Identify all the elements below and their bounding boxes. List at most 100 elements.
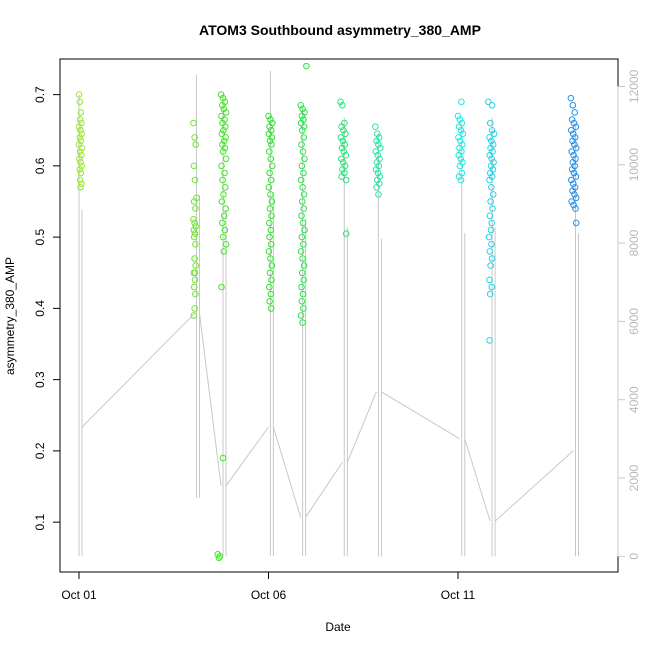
point-8-3 <box>488 127 496 134</box>
y-tick-label: 0.3 <box>33 371 47 388</box>
point-4-22 <box>298 233 306 241</box>
y2-tick-label: 12000 <box>627 69 641 103</box>
point-3-14 <box>265 184 273 191</box>
point-0-3 <box>76 116 84 123</box>
y-tick-label: 0.5 <box>33 228 47 245</box>
point-7-18 <box>458 98 465 106</box>
point-7-11 <box>455 151 463 159</box>
point-4-6 <box>300 123 308 130</box>
point-0-6 <box>77 127 84 134</box>
point-4-21 <box>301 226 308 234</box>
point-1-19 <box>190 283 198 291</box>
point-0-17 <box>76 166 84 173</box>
point-8-31 <box>488 283 496 291</box>
point-9-10 <box>571 141 578 148</box>
point-3-25 <box>268 262 276 269</box>
point-6-7 <box>374 151 382 159</box>
point-2-7 <box>221 116 228 123</box>
point-4-15 <box>299 184 306 191</box>
point-8-30 <box>486 276 493 284</box>
point-8-10 <box>486 151 494 159</box>
point-1-11 <box>190 226 198 234</box>
point-1-6 <box>190 198 198 205</box>
point-4-24 <box>297 248 305 255</box>
secondary-connector-5 <box>346 391 377 463</box>
point-3-31 <box>267 305 275 312</box>
point-6-11 <box>372 166 380 173</box>
point-6-14 <box>374 176 381 184</box>
point-8-0 <box>485 98 492 106</box>
point-8-21 <box>489 205 496 212</box>
point-7-16 <box>455 173 463 180</box>
point-3-16 <box>268 198 276 205</box>
point-8-28 <box>488 255 496 262</box>
point-0-8 <box>76 134 84 141</box>
point-5-15 <box>339 166 346 173</box>
point-3-17 <box>266 205 274 212</box>
point-3-10 <box>267 155 275 163</box>
point-9-2 <box>571 109 579 116</box>
point-7-6 <box>455 134 462 141</box>
point-6-0 <box>372 123 379 130</box>
point-0-5 <box>75 123 83 130</box>
point-3-6 <box>268 134 276 141</box>
y2-tick-label: 6000 <box>627 308 641 335</box>
secondary-connector-2 <box>225 426 269 487</box>
y-tick-label: 0.4 <box>33 300 47 317</box>
point-4-30 <box>299 290 307 298</box>
secondary-connector-1 <box>198 313 222 486</box>
point-8-29 <box>487 262 494 269</box>
point-8-19 <box>489 191 497 198</box>
y2-tick-label: 4000 <box>627 386 641 413</box>
point-0-7 <box>78 130 85 138</box>
point-7-14 <box>456 162 464 170</box>
point-0-20 <box>78 180 85 187</box>
y-tick-label: 0.2 <box>33 442 47 459</box>
point-3-11 <box>269 162 276 170</box>
point-9-17 <box>568 166 576 173</box>
x-axis: Oct 01 Oct 06 Oct 11 <box>61 571 476 602</box>
point-4-14 <box>297 176 305 184</box>
point-4-32 <box>300 305 307 312</box>
point-0-1 <box>76 98 84 106</box>
point-4-3 <box>298 112 306 120</box>
point-8-11 <box>488 155 496 163</box>
point-3-21 <box>266 233 273 241</box>
point-0-18 <box>77 169 85 177</box>
point-8-26 <box>488 241 495 248</box>
point-1-10 <box>192 223 199 230</box>
point-9-25 <box>572 194 580 202</box>
point-4-27 <box>298 269 306 277</box>
point-3-1 <box>267 116 274 123</box>
point-8-15 <box>486 169 494 177</box>
point-0-0 <box>75 91 83 98</box>
point-2-32 <box>219 454 227 462</box>
y2-tick-label: 0 <box>627 553 641 560</box>
point-3-15 <box>267 191 274 198</box>
point-8-23 <box>488 219 496 227</box>
point-6-5 <box>377 144 384 152</box>
point-8-6 <box>488 137 495 145</box>
point-9-27 <box>570 201 577 209</box>
point-9-15 <box>569 159 577 166</box>
point-6-12 <box>374 169 382 177</box>
point-5-12 <box>338 155 345 163</box>
point-8-5 <box>486 134 493 141</box>
point-0-13 <box>78 151 85 159</box>
point-9-19 <box>572 173 580 180</box>
y2-tick-label: 10000 <box>627 148 641 182</box>
point-0-15 <box>77 159 84 166</box>
point-9-4 <box>570 119 578 127</box>
point-9-24 <box>571 191 578 198</box>
y-tick-label: 0.1 <box>33 513 47 530</box>
point-3-22 <box>267 241 275 248</box>
point-0-19 <box>76 176 84 184</box>
point-9-7 <box>569 130 577 138</box>
y-axis-label: asymmetry_380_AMP <box>3 257 17 375</box>
point-3-19 <box>266 219 273 227</box>
point-9-26 <box>568 198 576 205</box>
point-9-28 <box>572 205 579 212</box>
point-5-11 <box>342 151 350 159</box>
point-2-26 <box>219 219 226 227</box>
